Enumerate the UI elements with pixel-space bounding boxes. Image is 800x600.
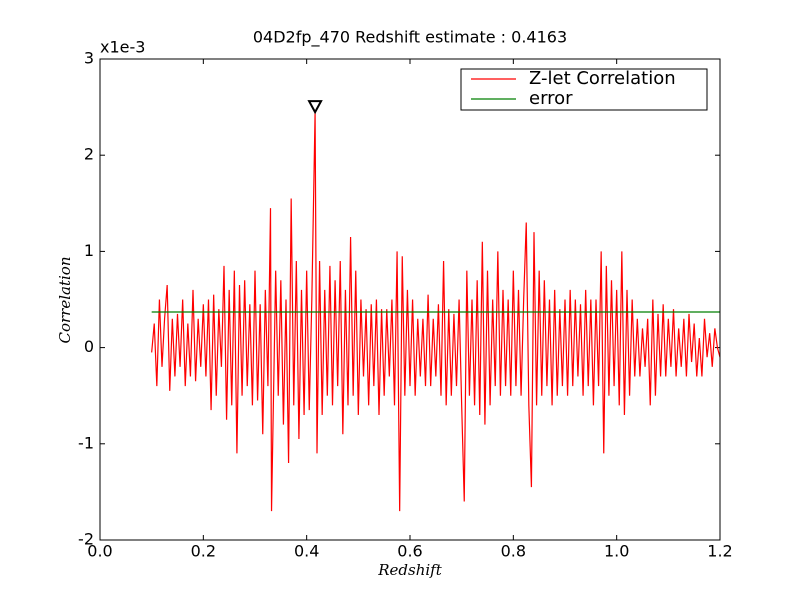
x-tick-label: 1.0 — [604, 542, 629, 561]
chart-title: 04D2fp_470 Redshift estimate : 0.4163 — [253, 28, 567, 48]
y-offset-label: x1e-3 — [100, 38, 145, 57]
legend-label: error — [529, 88, 573, 109]
x-axis-label: Redshift — [377, 561, 442, 579]
series-line — [151, 111, 721, 512]
y-tick-label: 1 — [84, 241, 94, 260]
y-tick-label: 0 — [84, 337, 94, 356]
peak-marker — [307, 100, 323, 115]
y-tick-label: -2 — [78, 530, 94, 549]
x-tick-label: 0.8 — [501, 542, 526, 561]
y-tick-label: 2 — [84, 145, 94, 164]
x-tick-label: 0.4 — [294, 542, 319, 561]
y-axis-label: Correlation — [56, 257, 74, 344]
x-tick-label: 1.2 — [707, 542, 732, 561]
plot-frame — [99, 58, 721, 541]
legend-label: Z-let Correlation — [529, 68, 676, 89]
x-tick-label: 0.2 — [191, 542, 216, 561]
x-tick-label: 0.6 — [397, 542, 422, 561]
y-tick-label: -1 — [78, 433, 94, 452]
y-tick-label: 3 — [84, 49, 94, 68]
legend-box — [460, 68, 708, 111]
x-tick-label: 0.0 — [87, 542, 112, 561]
